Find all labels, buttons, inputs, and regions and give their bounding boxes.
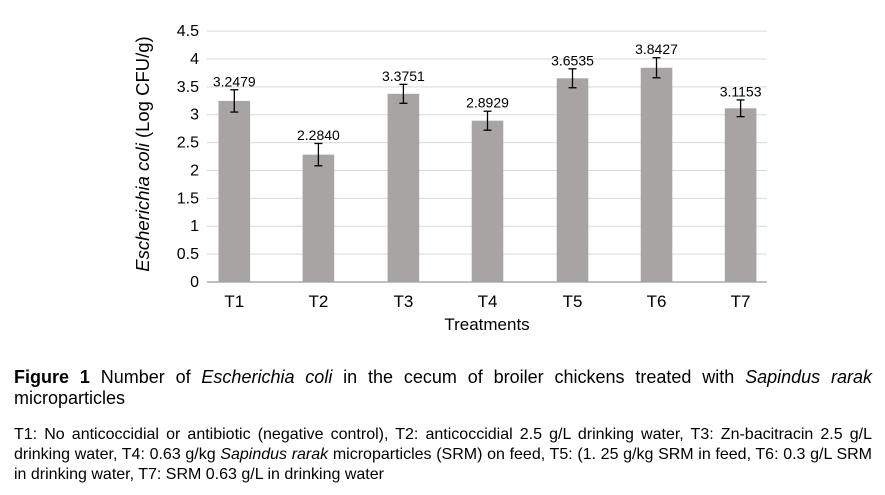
svg-text:2.2840: 2.2840	[297, 127, 340, 143]
svg-text:2.8929: 2.8929	[466, 95, 509, 111]
svg-text:4: 4	[190, 51, 199, 68]
svg-text:1.5: 1.5	[177, 190, 199, 207]
svg-text:T1: T1	[224, 292, 244, 311]
svg-text:0.5: 0.5	[177, 246, 199, 263]
svg-text:T5: T5	[563, 292, 583, 311]
svg-text:3: 3	[190, 107, 199, 124]
svg-text:1: 1	[190, 218, 199, 235]
svg-text:3.2479: 3.2479	[213, 73, 256, 89]
svg-text:2.5: 2.5	[177, 135, 199, 152]
svg-text:0: 0	[190, 274, 199, 291]
svg-text:T6: T6	[647, 292, 667, 311]
svg-text:3.5: 3.5	[177, 79, 199, 96]
svg-text:Treatments: Treatments	[444, 315, 529, 334]
svg-text:T7: T7	[731, 292, 751, 311]
svg-text:T2: T2	[308, 292, 328, 311]
svg-text:3.6535: 3.6535	[551, 52, 594, 68]
svg-text:T3: T3	[393, 292, 413, 311]
svg-text:4.5: 4.5	[177, 23, 199, 40]
svg-text:3.1153: 3.1153	[720, 83, 762, 99]
svg-text:T4: T4	[478, 292, 498, 311]
svg-text:3.8427: 3.8427	[635, 41, 678, 57]
svg-text:3.3751: 3.3751	[382, 68, 425, 84]
svg-text:2: 2	[190, 162, 199, 179]
